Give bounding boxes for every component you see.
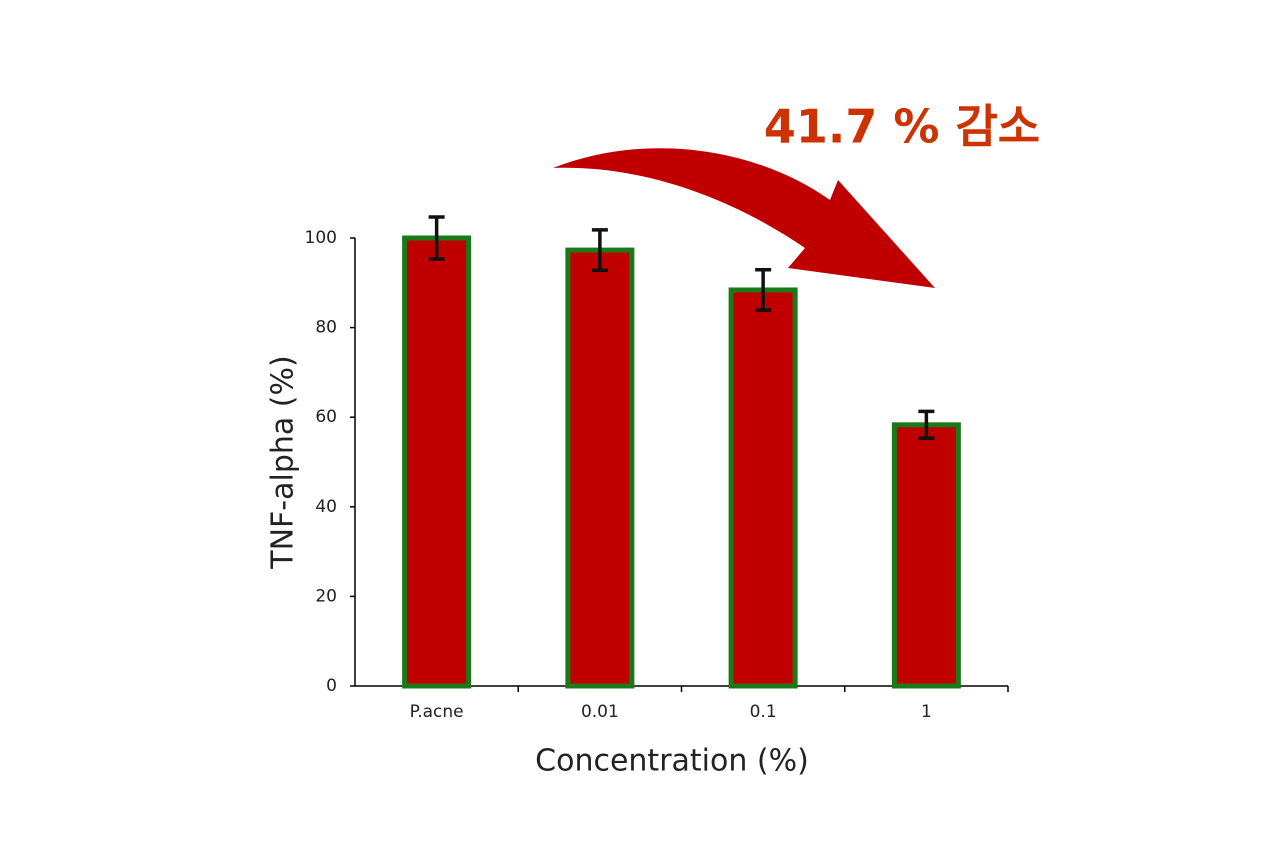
error-bar — [918, 409, 935, 441]
error-bar — [755, 268, 772, 312]
decrease-arrow — [553, 148, 935, 288]
y-tick-label: 40 — [315, 497, 337, 517]
y-tick-label: 60 — [315, 407, 337, 427]
bar — [565, 247, 635, 689]
y-axis-label: TNF-alpha (%) — [266, 355, 301, 569]
bar — [402, 235, 472, 689]
x-axis-label: Concentration (%) — [535, 744, 809, 779]
y-tick-label: 20 — [315, 586, 337, 606]
bar — [728, 287, 798, 689]
bar — [891, 422, 961, 689]
x-tick-label: 1 — [921, 702, 932, 722]
error-bar — [591, 228, 608, 273]
x-tick-label: P.acne — [410, 702, 464, 722]
y-tick-label: 100 — [305, 228, 337, 248]
annotation: 41.7 % 감소 — [764, 100, 1040, 154]
error-bar — [428, 215, 445, 261]
y-tick-label: 80 — [315, 318, 337, 338]
y-tick-label: 0 — [326, 676, 337, 696]
x-tick-label: 0.1 — [750, 702, 777, 722]
x-tick-label: 0.01 — [581, 702, 619, 722]
